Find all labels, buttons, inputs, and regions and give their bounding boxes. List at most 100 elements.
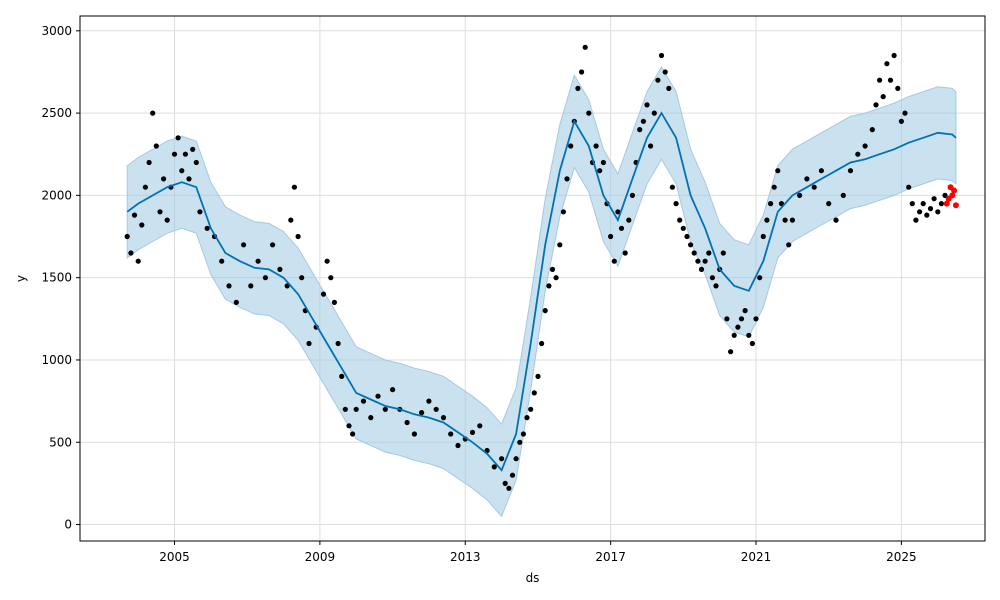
holdout-point: [951, 187, 958, 194]
observed-point: [509, 472, 516, 478]
observed-point: [146, 159, 152, 166]
observed-point: [906, 184, 912, 190]
observed-point: [938, 201, 945, 207]
observed-point: [920, 201, 926, 207]
observed-point: [204, 225, 210, 231]
observed-point: [331, 299, 337, 305]
observed-point: [898, 118, 905, 124]
observed-point: [924, 212, 930, 218]
observed-point: [531, 390, 537, 396]
observed-point: [789, 217, 796, 223]
observed-point: [190, 146, 196, 152]
observed-point: [797, 192, 803, 198]
y-tick-label: 0: [64, 518, 72, 532]
observed-point: [575, 85, 581, 91]
observed-point: [913, 217, 919, 223]
holdout-point: [949, 192, 956, 199]
observed-point: [735, 324, 741, 330]
observed-point: [637, 127, 643, 133]
x-tick-label: 2017: [595, 550, 626, 564]
observed-point: [226, 283, 232, 289]
observed-point: [869, 127, 875, 133]
observed-point: [277, 266, 283, 272]
plot-area: [124, 44, 959, 518]
observed-point: [440, 415, 447, 421]
observed-point: [648, 143, 654, 149]
observed-point: [506, 485, 512, 491]
observed-point: [600, 159, 607, 166]
observed-point: [757, 275, 763, 281]
observed-point: [375, 393, 381, 399]
observed-point: [771, 184, 777, 190]
x-tick-label: 2025: [886, 550, 917, 564]
observed-point: [455, 442, 461, 449]
observed-point: [150, 110, 156, 116]
observed-point: [688, 242, 694, 248]
observed-point: [884, 61, 890, 67]
observed-point: [295, 233, 301, 240]
observed-point: [128, 250, 134, 256]
observed-point: [342, 406, 348, 412]
observed-point: [513, 456, 519, 462]
observed-point: [469, 429, 476, 435]
observed-point: [873, 102, 879, 108]
observed-point: [549, 266, 556, 272]
observed-point: [411, 431, 417, 437]
observed-point: [142, 184, 148, 190]
observed-point: [917, 209, 923, 215]
observed-point: [320, 291, 327, 297]
observed-point: [880, 94, 886, 100]
observed-point: [171, 151, 178, 157]
x-tick-label: 2021: [741, 550, 772, 564]
observed-point: [706, 250, 712, 256]
observed-point: [655, 77, 661, 83]
observed-point: [139, 222, 145, 228]
observed-point: [248, 283, 254, 289]
observed-point: [618, 225, 625, 231]
observed-point: [164, 217, 170, 223]
observed-point: [306, 340, 312, 347]
observed-point: [942, 192, 948, 198]
observed-point: [782, 217, 788, 223]
observed-point: [161, 176, 167, 182]
observed-point: [233, 299, 239, 305]
observed-point: [360, 398, 367, 404]
observed-point: [524, 415, 530, 421]
observed-point: [713, 283, 719, 289]
observed-point: [419, 410, 425, 416]
observed-point: [491, 464, 497, 470]
observed-point: [553, 275, 559, 281]
observed-point: [902, 110, 908, 116]
observed-point: [622, 250, 628, 256]
x-tick-label: 2013: [450, 550, 481, 564]
observed-point: [582, 44, 588, 50]
observed-point: [608, 233, 614, 240]
observed-point: [426, 398, 432, 404]
observed-point: [709, 275, 716, 281]
observed-point: [753, 316, 759, 322]
observed-point: [353, 406, 359, 412]
observed-point: [760, 233, 766, 240]
observed-point: [339, 373, 345, 379]
observed-point: [847, 168, 854, 174]
observed-point: [546, 283, 552, 289]
observed-point: [698, 266, 705, 272]
observed-point: [186, 176, 192, 182]
observed-point: [157, 209, 163, 215]
observed-point: [499, 456, 505, 462]
observed-point: [895, 85, 901, 91]
observed-point: [193, 159, 199, 166]
observed-point: [153, 143, 159, 149]
observed-point: [448, 431, 454, 437]
observed-point: [840, 192, 846, 198]
holdout-point: [952, 202, 959, 209]
observed-point: [131, 212, 138, 218]
y-tick-label: 1000: [41, 353, 72, 367]
observed-point: [702, 258, 708, 264]
x-tick-label: 2009: [305, 550, 336, 564]
observed-point: [182, 151, 188, 157]
observed-point: [579, 69, 585, 75]
observed-point: [651, 110, 657, 116]
observed-point: [241, 242, 247, 248]
